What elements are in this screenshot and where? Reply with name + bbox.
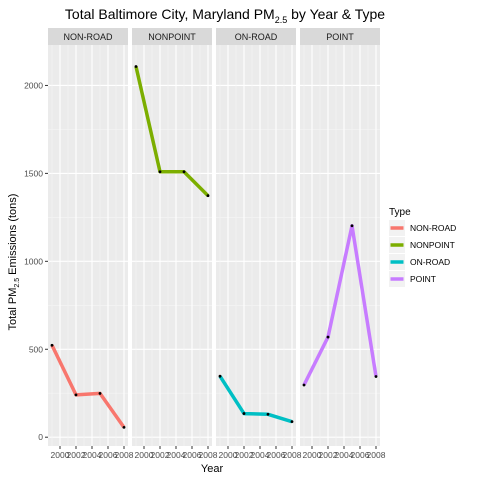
chart-title-main: Total Baltimore City, Maryland PM [65, 6, 275, 22]
data-point [122, 425, 126, 429]
facet-strip [48, 28, 128, 45]
x-tick-label: 2008 [367, 450, 386, 460]
legend-title: Type [389, 207, 411, 218]
x-tick-label: 2004 [251, 450, 270, 460]
x-tick-label: 2000 [219, 450, 238, 460]
x-tick-label: 2006 [351, 450, 370, 460]
data-point [74, 393, 78, 397]
legend-label: NONPOINT [410, 240, 455, 250]
facet-strip [300, 28, 380, 45]
panel-background [300, 45, 380, 446]
x-axis-title: Year [201, 463, 224, 475]
facet-strip-label: NON-ROAD [64, 32, 113, 42]
x-tick-label: 2000 [51, 450, 70, 460]
y-axis-title-suffix: Emissions (tons) [7, 194, 19, 278]
x-tick-label: 2000 [303, 450, 322, 460]
facet-strip [216, 28, 296, 45]
data-point [182, 170, 186, 174]
chart-title: Total Baltimore City, Maryland PM2.5 by … [65, 6, 385, 25]
y-axis: 0 500 1000 1500 2000 [24, 80, 48, 442]
x-tick-label: 2002 [67, 450, 86, 460]
x-tick-label: 2004 [83, 450, 102, 460]
x-tick-label: 2006 [183, 450, 202, 460]
x-tick-label: 2002 [151, 450, 170, 460]
data-point [50, 343, 54, 347]
data-point [290, 420, 294, 424]
y-tick-label: 1000 [24, 256, 43, 266]
facet-strip-label: NONPOINT [148, 32, 196, 42]
data-point [206, 194, 210, 198]
x-tick-label: 2000 [135, 450, 154, 460]
facet-strip-label: POINT [326, 32, 354, 42]
data-point [98, 392, 102, 395]
y-tick-label: 2000 [24, 80, 43, 90]
panel-background [48, 45, 128, 446]
chart-title-subscript: 2.5 [275, 15, 288, 25]
x-tick-label: 2006 [267, 450, 286, 460]
data-point [374, 375, 378, 378]
y-axis-title: Total PM2.5 Emissions (tons) [7, 194, 21, 331]
x-tick-label: 2002 [319, 450, 338, 460]
y-axis-title-subscript: 2.5 [14, 278, 21, 288]
x-tick-label: 2008 [115, 450, 134, 460]
x-tick-label: 2008 [199, 450, 218, 460]
panel-background [216, 45, 296, 446]
data-point [242, 412, 246, 415]
chart-title-suffix: by Year & Type [287, 6, 385, 22]
legend-label: NON-ROAD [410, 223, 456, 233]
legend: Type NON-ROAD NONPOINT ON-ROAD POINT [389, 207, 456, 287]
legend-label: POINT [410, 274, 436, 284]
data-point [134, 65, 138, 68]
y-tick-label: 500 [29, 344, 43, 354]
series-line-nonpoint [134, 66, 210, 197]
facet-strip [132, 28, 212, 45]
x-tick-label: 2002 [235, 450, 254, 460]
series-line-on-road [218, 375, 293, 424]
facet-panels: NON-ROAD20002002200420062008NONPOINT2000… [48, 28, 386, 460]
y-tick-label: 0 [38, 432, 43, 442]
data-point [326, 335, 330, 339]
x-tick-label: 2004 [167, 450, 186, 460]
facet-strip-label: ON-ROAD [235, 32, 278, 42]
y-axis-title-prefix: Total PM [7, 288, 19, 331]
data-point [302, 383, 306, 387]
data-point [158, 170, 162, 174]
data-point [218, 374, 222, 378]
y-tick-label: 1500 [24, 168, 43, 178]
series-line-non-road [50, 344, 126, 429]
x-tick-label: 2008 [283, 450, 302, 460]
series-line-point [302, 223, 378, 386]
data-point [350, 224, 354, 228]
x-tick-label: 2004 [335, 450, 354, 460]
legend-label: ON-ROAD [410, 257, 450, 267]
data-point [266, 412, 270, 416]
x-tick-label: 2006 [99, 450, 118, 460]
